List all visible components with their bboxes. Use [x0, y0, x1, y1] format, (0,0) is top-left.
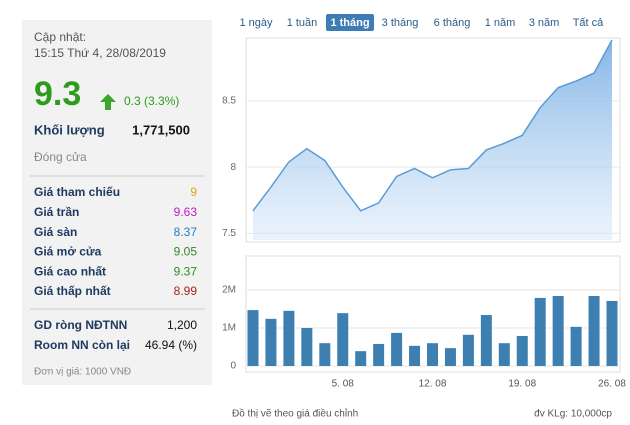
volume-chart-frame	[245, 255, 621, 373]
price-row-label: Giá tham chiếu	[34, 185, 120, 199]
price-row-label: Giá thấp nhất	[34, 284, 111, 298]
period-tab[interactable]: 1 tuần	[287, 17, 318, 29]
volume-bar	[265, 318, 277, 366]
price-row-value: 9.05	[174, 245, 198, 259]
price-row-value: 9.37	[174, 264, 198, 278]
period-tab[interactable]: 3 năm	[529, 17, 560, 29]
active-tab-bg	[326, 14, 374, 31]
volume-bar	[247, 310, 259, 366]
price-row-label: Giá sàn	[34, 225, 77, 239]
foreign-row-label: GD ròng NĐTNN	[34, 318, 127, 332]
foreign-row-label: Room NN còn lại	[34, 338, 130, 352]
market-status: Đóng cửa	[34, 150, 87, 164]
volume-bar	[498, 343, 510, 366]
period-tab[interactable]: 6 tháng	[434, 17, 471, 29]
update-label: Cập nhật:	[34, 30, 86, 44]
volume-bar	[444, 348, 456, 366]
period-tab[interactable]: 1 tháng	[330, 17, 369, 29]
price-row-label: Giá mở cửa	[34, 245, 102, 259]
up-arrow	[100, 94, 116, 110]
volume-bar	[355, 351, 367, 366]
price-row-value: 8.37	[174, 225, 198, 239]
period-tab[interactable]: 1 năm	[485, 17, 516, 29]
foreign-row-value: 1,200	[167, 318, 197, 332]
x-tick-label: 26. 08	[598, 379, 626, 390]
period-tab[interactable]: 3 tháng	[382, 17, 419, 29]
volume-bar	[391, 332, 403, 366]
volume-bar	[337, 313, 349, 366]
footer-note: Đồ thị vẽ theo giá điều chỉnh	[232, 408, 358, 420]
volume-bar	[373, 343, 385, 366]
y-tick-label: 8.5	[222, 96, 236, 107]
y-tick-label: 8	[230, 162, 236, 173]
price-chart-frame	[245, 37, 621, 243]
period-tab[interactable]: 1 ngày	[239, 17, 273, 29]
volume-bar	[409, 345, 421, 366]
period-tab[interactable]: Tất cả	[573, 17, 604, 29]
volume-bar	[606, 300, 618, 366]
volume-bar	[427, 343, 438, 366]
volume-bar	[534, 297, 546, 366]
footer-unit: đv KLg: 10,000cp	[534, 409, 612, 420]
volume-label: Khối lượng	[34, 122, 105, 137]
price: 9.3	[34, 75, 81, 113]
price-row-value: 9.63	[174, 205, 198, 219]
y-tick-label: 7.5	[222, 228, 236, 239]
volume-bar	[462, 334, 474, 366]
price-change: 0.3 (3.3%)	[124, 94, 179, 108]
x-tick-label: 5. 08	[332, 379, 355, 390]
volume-bar	[570, 326, 582, 366]
volume-bar	[283, 310, 295, 366]
price-row-label: Giá cao nhất	[34, 264, 106, 278]
foreign-row-value: 46.94 (%)	[145, 338, 197, 352]
update-time: 15:15 Thứ 4, 28/08/2019	[34, 46, 166, 60]
volume-bar	[480, 315, 492, 366]
info-panel	[22, 20, 212, 385]
volume-bar	[301, 327, 313, 366]
y-tick-label: 2M	[222, 285, 236, 296]
price-row-value: 8.99	[174, 284, 198, 298]
volume-bar	[516, 335, 528, 366]
y-tick-label: 0	[230, 361, 236, 372]
price-area	[253, 40, 612, 240]
x-tick-label: 12. 08	[419, 379, 447, 390]
x-tick-label: 19. 08	[508, 379, 536, 390]
volume-value: 1,771,500	[132, 122, 190, 137]
price-row-value: 9	[190, 185, 197, 199]
price-unit: Đơn vị giá: 1000 VNĐ	[34, 367, 131, 378]
price-line	[252, 39, 613, 212]
volume-bar	[588, 296, 600, 366]
volume-bar	[552, 296, 564, 366]
y-tick-label: 1M	[222, 323, 236, 334]
volume-bar	[319, 343, 331, 366]
price-row-label: Giá trần	[34, 205, 79, 219]
